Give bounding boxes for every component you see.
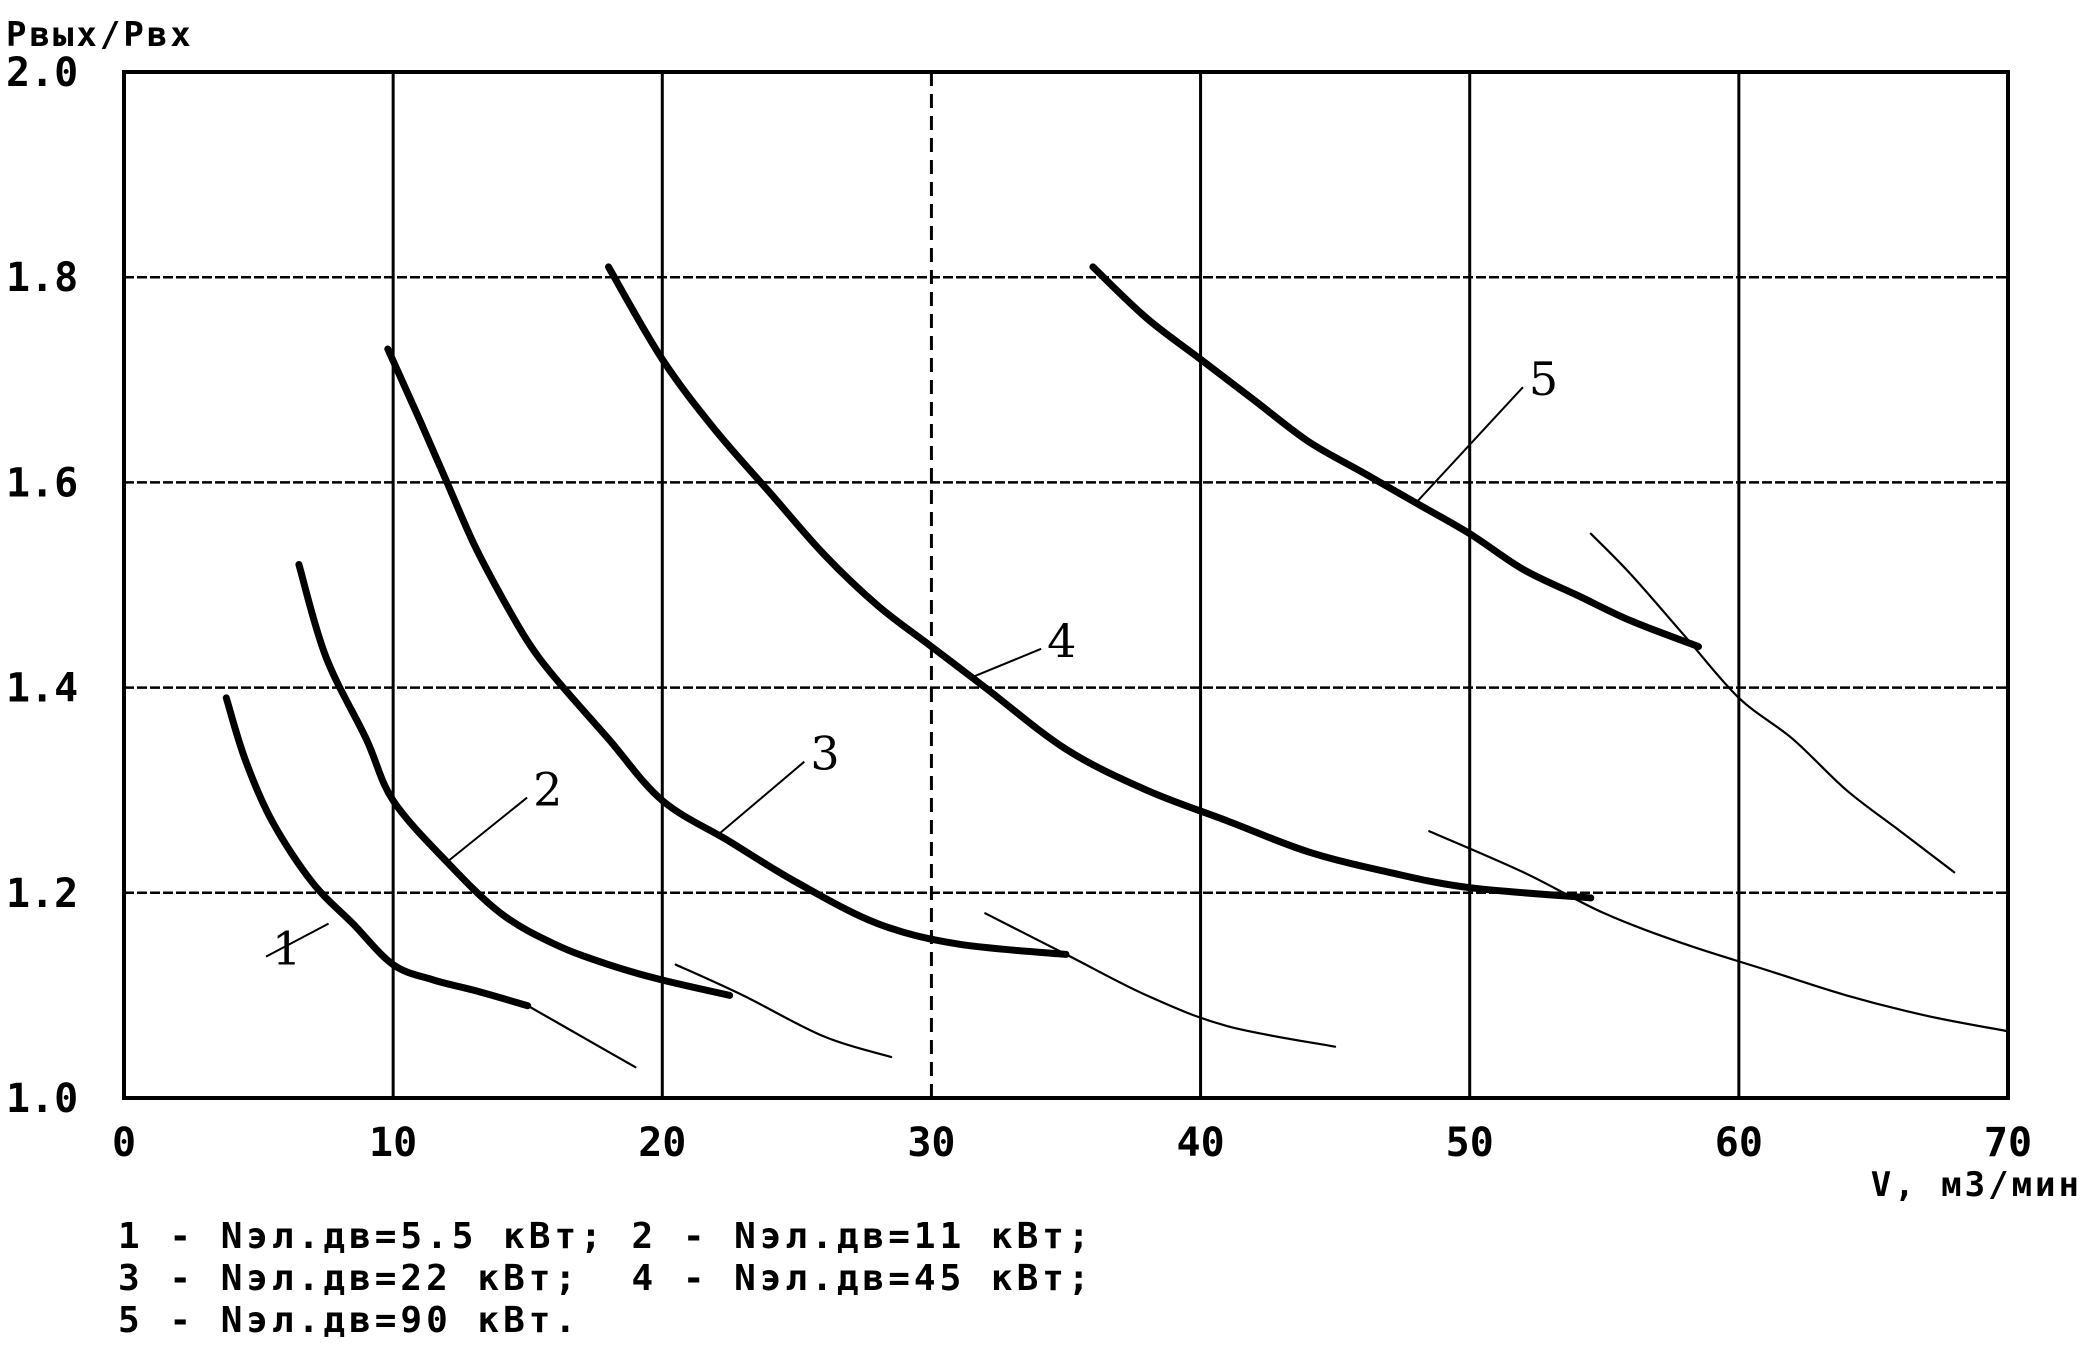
y-tick-label: 1.4 [6, 666, 78, 712]
plot-border [122, 70, 2010, 1100]
legend-line-2: 3 - Nэл.дв=22 кВт; 4 - Nэл.дв=45 кВт; [118, 1258, 1094, 1299]
y-tick-label: 2.0 [6, 50, 78, 96]
curve-label-pointer-4 [971, 647, 1042, 679]
x-tick-label: 10 [369, 1120, 417, 1166]
x-tick-label: 70 [1984, 1120, 2032, 1166]
grid [124, 72, 2008, 1098]
curve-label-3: 3 [810, 727, 839, 781]
curve-2 [295, 561, 734, 999]
curve-label-pointer-3 [715, 760, 805, 838]
curve-label-pointer-2 [446, 796, 528, 863]
curve-label-5: 5 [1529, 352, 1558, 406]
x-tick-label: 40 [1176, 1120, 1224, 1166]
curve-3 [384, 345, 1070, 958]
curve-3-thin [984, 912, 1337, 1048]
y-tick-label: 1.0 [6, 1076, 78, 1122]
curve-4-thin [1428, 830, 2010, 1033]
curve-labels: 1 2 3 4 5 [265, 352, 1558, 976]
y-tick-label: 1.6 [6, 460, 78, 506]
thin-curves [526, 532, 2010, 1069]
thick-curves [222, 263, 1702, 1010]
curve-label-pointer-1 [265, 922, 330, 958]
x-tick-label: 30 [907, 1120, 955, 1166]
curve-1-thin [526, 1004, 637, 1069]
curve-label-4: 4 [1047, 614, 1076, 668]
curve-2-thin [674, 963, 893, 1059]
x-tick-label: 60 [1715, 1120, 1763, 1166]
plot-frame [122, 70, 2010, 1100]
curve-1 [222, 694, 532, 1010]
legend-line-3: 5 - Nэл.дв=90 кВт. [118, 1300, 580, 1341]
curve-5 [1089, 263, 1702, 651]
legend: 1 - Nэл.дв=5.5 кВт; 2 - Nэл.дв=11 кВт; 3… [118, 1216, 1094, 1341]
legend-line-1: 1 - Nэл.дв=5.5 кВт; 2 - Nэл.дв=11 кВт; [118, 1216, 1094, 1257]
tick-labels: 0 10 20 30 40 50 60 70 1.0 1.2 1.4 1.6 1.8 2.0 [6, 50, 2032, 1166]
y-axis-label: Pвых/Pвх [6, 15, 194, 55]
y-tick-label: 1.8 [6, 255, 78, 301]
curve-label-2: 2 [533, 763, 562, 817]
x-tick-label: 50 [1446, 1120, 1494, 1166]
x-axis-label: V, м3/мин [1871, 1165, 2082, 1205]
curve-4 [605, 263, 1595, 902]
x-tick-label: 20 [638, 1120, 686, 1166]
x-tick-label: 0 [112, 1120, 136, 1166]
curve-5-thin [1589, 532, 1956, 874]
curve-label-1: 1 [272, 922, 301, 976]
curve-label-pointer-5 [1415, 386, 1524, 504]
y-tick-label: 1.2 [6, 871, 78, 917]
